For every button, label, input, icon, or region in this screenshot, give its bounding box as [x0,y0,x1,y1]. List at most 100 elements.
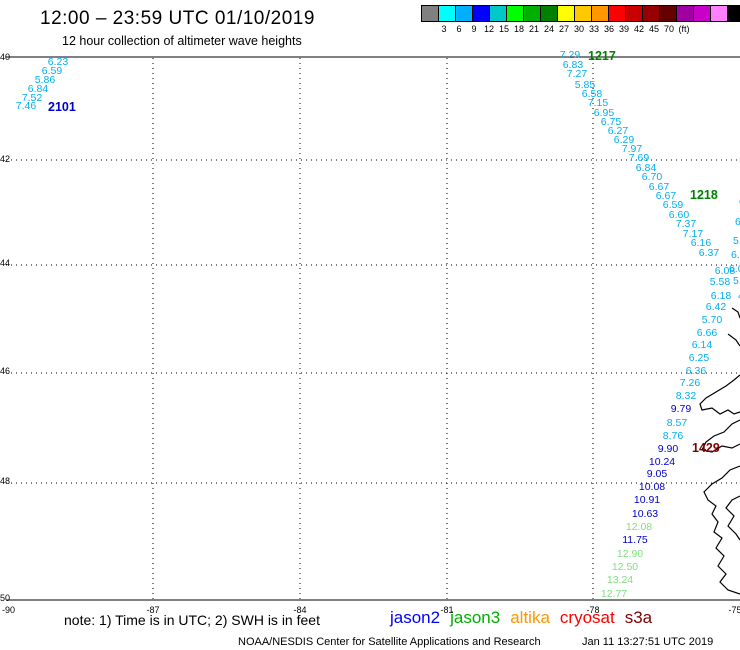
legend-label: 36 [603,24,615,34]
wave-height-value: 5.86 [35,74,56,86]
wave-height-value: 7.15 [588,97,609,109]
lon-label: -78 [586,605,599,615]
wave-height-value: 10.91 [634,494,660,506]
coastline-segment [725,495,740,541]
timestamp-text: Jan 11 13:27:51 UTC 2019 [582,636,714,648]
corner-label: -90 [2,605,15,615]
wave-height-value: 6.42 [706,301,727,313]
wave-height-value: 10.08 [639,481,665,493]
wave-height-value: 6.58 [582,88,603,100]
wave-height-value: 8.76 [663,430,684,442]
wave-height-value: 7.26 [680,377,701,389]
wave-height-value: 7.17 [683,228,704,240]
color-legend: 3 6 9 12 15 18 21 24 27 30 33 36 39 42 45 70 (ft) [421,5,740,36]
wave-height-value: 10.63 [632,508,658,520]
pass-label: 2101 [48,100,76,114]
wave-height-value: 6.84 [28,83,49,95]
satellite-label: cryosat [559,608,615,627]
wave-height-value: 5.58 [710,276,731,288]
wave-height-value: 6.08 [715,265,736,277]
legend-label: 15 [498,24,510,34]
wave-height-value: 6.84 [636,162,657,174]
legend-label: 42 [633,24,645,34]
legend-label: (ft) [678,24,690,34]
coastline-segment [701,419,740,453]
lon-label: -84 [293,605,306,615]
pass-labels: 1217 1218 2101 1429 [48,49,720,455]
wave-height-value: 7.52 [22,92,43,104]
satellite-legend: jason2 jason3 altika cryosat s3a [390,608,652,628]
satellite-label: jason3 [450,608,501,627]
wave-height-value-edge: 6.0 [729,263,740,275]
wave-height-value: 12.77 [601,588,627,600]
lat-label: 40 [0,52,10,62]
legend-label: 12 [483,24,495,34]
wave-height-value: 11.75 [622,534,648,546]
legend-label: 45 [648,24,660,34]
legend-label: 30 [573,24,585,34]
map-subtitle: 12 hour collection of altimeter wave hei… [62,34,302,48]
wave-height-value: 6.83 [563,59,584,71]
legend-label: 6 [456,24,462,34]
wave-height-value: 9.05 [647,468,668,480]
wave-height-value: 9.79 [671,403,692,415]
legend-label: 27 [558,24,570,34]
lat-label: 48 [0,476,10,486]
lon-label: -75 [728,605,740,615]
wave-height-value: 7.69 [629,152,650,164]
wave-height-value: 6.67 [656,190,677,202]
wave-height-value: 8.32 [676,390,697,402]
wave-height-value: 6.60 [669,209,690,221]
lon-label: -81 [440,605,453,615]
satellite-label: altika [510,608,550,627]
wave-height-value: 12.90 [617,548,643,560]
wave-height-value: 6.16 [691,237,712,249]
coastline-segment [727,333,740,347]
legend-swatches [421,5,740,22]
wave-height-value: 9.90 [658,443,679,455]
credit-text: NOAA/NESDIS Center for Satellite Applica… [238,636,541,648]
wave-height-value: 12.08 [626,521,652,533]
wave-height-value: 6.27 [608,125,629,137]
wave-height-value: 7.97 [622,143,643,155]
satellite-label: s3a [624,608,653,627]
legend-labels: 3 6 9 12 15 18 21 24 27 30 33 36 39 42 45 70 (ft) [421,22,740,36]
wave-height-value: 6.66 [697,327,718,339]
pass-label: 1217 [588,49,616,63]
wave-height-value: 6.29 [614,134,635,146]
wave-height-value: 6.37 [699,247,720,259]
units-note: note: 1) Time is in UTC; 2) SWH is in fe… [64,612,320,628]
wave-height-value: 6.70 [642,171,663,183]
legend-label: 9 [471,24,477,34]
wave-height-value: 7.37 [676,218,697,230]
coastline-segment [703,465,740,595]
wave-height-value: 6.67 [649,181,670,193]
wave-height-value: 8.57 [667,417,688,429]
wave-height-value: 6.95 [594,107,615,119]
wave-height-value: 5.70 [702,314,723,326]
lat-label: 44 [0,258,10,268]
pass-label: 1218 [690,188,718,202]
wave-height-value: 7.29 [560,49,581,61]
legend-label: 21 [528,24,540,34]
legend-label: 33 [588,24,600,34]
legend-label: 3 [441,24,447,34]
legend-label: 18 [513,24,525,34]
legend-swatch [727,5,740,22]
wave-height-value-edge: 6.2 [731,249,740,261]
wave-height-value-edge: 6. [735,216,740,228]
legend-label: 39 [618,24,630,34]
wave-height-value: 6.75 [601,116,622,128]
wave-height-value: 7.46 [16,100,37,112]
wave-height-value: 6.14 [692,339,713,351]
altimeter-tracks: 6.236.595.866.847.527.467.296.837.275.85… [16,49,740,600]
wave-height-value: 5.85 [575,79,596,91]
lat-label: 46 [0,366,10,376]
axis-labels: -87 -84 -81 -78 -75 40 42 44 46 48 50 -90 [0,52,740,615]
legend-label: 70 [663,24,675,34]
wave-height-value: 6.36 [686,365,707,377]
wave-height-value: 10.24 [649,456,675,468]
coastline-segment [731,307,740,319]
lat-lon-grid [6,56,740,601]
wave-height-value-edge: 4 [738,290,740,302]
